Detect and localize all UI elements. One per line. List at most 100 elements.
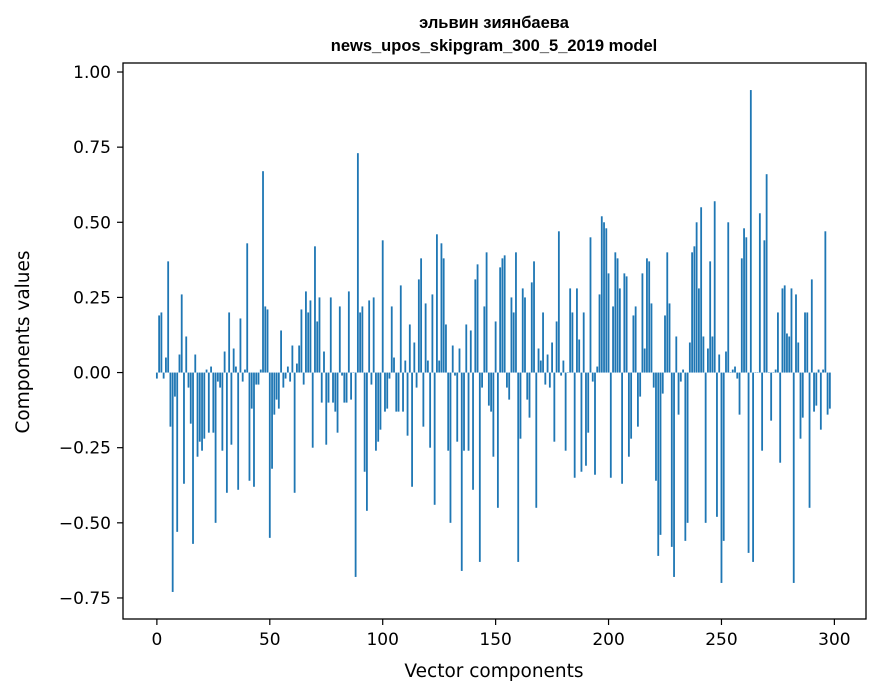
bar bbox=[596, 366, 599, 373]
bar bbox=[693, 246, 696, 373]
bar bbox=[327, 372, 330, 403]
bar bbox=[530, 282, 533, 373]
bar bbox=[700, 207, 703, 373]
bar bbox=[474, 279, 477, 373]
bar bbox=[691, 252, 694, 373]
bar bbox=[519, 372, 522, 439]
bar bbox=[280, 330, 282, 373]
bar bbox=[639, 372, 642, 397]
bar bbox=[311, 372, 314, 448]
bar bbox=[185, 336, 188, 373]
bar bbox=[458, 348, 461, 373]
bar bbox=[797, 342, 800, 373]
bar bbox=[341, 372, 343, 376]
bar bbox=[377, 372, 380, 442]
bar bbox=[271, 372, 273, 469]
bar bbox=[329, 297, 332, 373]
bar bbox=[246, 243, 249, 373]
bar bbox=[551, 342, 553, 373]
bar bbox=[569, 288, 572, 373]
bar bbox=[210, 366, 212, 373]
bar bbox=[203, 372, 206, 439]
bar bbox=[652, 372, 655, 388]
bar bbox=[187, 372, 190, 388]
bar bbox=[225, 372, 228, 493]
bar bbox=[183, 372, 185, 484]
bar bbox=[481, 372, 483, 388]
y-tick-label: 0.75 bbox=[73, 138, 111, 158]
bar bbox=[232, 348, 235, 373]
bar bbox=[533, 261, 535, 373]
bar bbox=[343, 372, 346, 403]
bar bbox=[162, 372, 165, 379]
bar bbox=[612, 306, 614, 373]
bar bbox=[192, 372, 194, 544]
bar bbox=[747, 372, 750, 553]
bar bbox=[722, 372, 725, 541]
bar bbox=[180, 294, 183, 373]
bar bbox=[406, 372, 409, 436]
bar bbox=[379, 372, 382, 430]
bar bbox=[198, 372, 201, 442]
bar bbox=[169, 372, 172, 427]
bar bbox=[205, 369, 208, 373]
bar bbox=[817, 369, 820, 373]
bar bbox=[350, 372, 352, 400]
bar bbox=[216, 372, 219, 382]
bar bbox=[515, 252, 517, 373]
bar bbox=[627, 372, 630, 457]
bar bbox=[494, 321, 497, 373]
bar bbox=[345, 372, 348, 403]
bar bbox=[426, 360, 429, 373]
bar bbox=[544, 372, 547, 385]
plot-frame bbox=[122, 62, 867, 620]
bar bbox=[524, 297, 526, 373]
bar bbox=[465, 324, 468, 373]
bar bbox=[420, 258, 423, 373]
bar bbox=[539, 360, 542, 373]
bar bbox=[386, 372, 389, 409]
bar bbox=[259, 369, 262, 373]
bar bbox=[415, 372, 418, 388]
bar bbox=[356, 153, 359, 373]
bar bbox=[354, 372, 357, 577]
bar bbox=[165, 357, 167, 373]
bar bbox=[743, 228, 745, 373]
bar bbox=[758, 213, 761, 373]
bar bbox=[302, 372, 305, 385]
bar bbox=[752, 372, 754, 562]
bar bbox=[282, 372, 285, 388]
bar bbox=[431, 294, 434, 373]
bar bbox=[670, 372, 673, 547]
bar bbox=[657, 372, 660, 556]
bar bbox=[553, 372, 556, 442]
bar bbox=[713, 201, 716, 373]
bar bbox=[790, 288, 793, 373]
bar bbox=[745, 237, 748, 373]
y-tick-label: 0.25 bbox=[73, 288, 111, 308]
bar bbox=[643, 348, 646, 373]
bar bbox=[521, 288, 524, 373]
bar bbox=[433, 372, 436, 505]
bar bbox=[711, 336, 714, 373]
bar bbox=[194, 354, 197, 373]
bar bbox=[546, 354, 549, 373]
bar bbox=[770, 372, 773, 421]
bar bbox=[463, 372, 465, 451]
chart-subtitle: news_upos_skipgram_300_5_2019 model bbox=[331, 37, 658, 55]
x-tick-label: 300 bbox=[818, 630, 850, 650]
bar bbox=[178, 354, 181, 373]
bar bbox=[467, 372, 470, 451]
bar bbox=[819, 372, 822, 430]
bar bbox=[503, 255, 506, 373]
bar bbox=[564, 372, 567, 451]
bar bbox=[594, 372, 596, 475]
bar bbox=[284, 372, 287, 379]
bar bbox=[253, 372, 255, 487]
bar bbox=[436, 234, 438, 373]
bar bbox=[576, 288, 578, 373]
bar bbox=[262, 171, 264, 373]
bar bbox=[228, 312, 231, 373]
bar bbox=[273, 372, 276, 415]
bar bbox=[614, 252, 617, 373]
